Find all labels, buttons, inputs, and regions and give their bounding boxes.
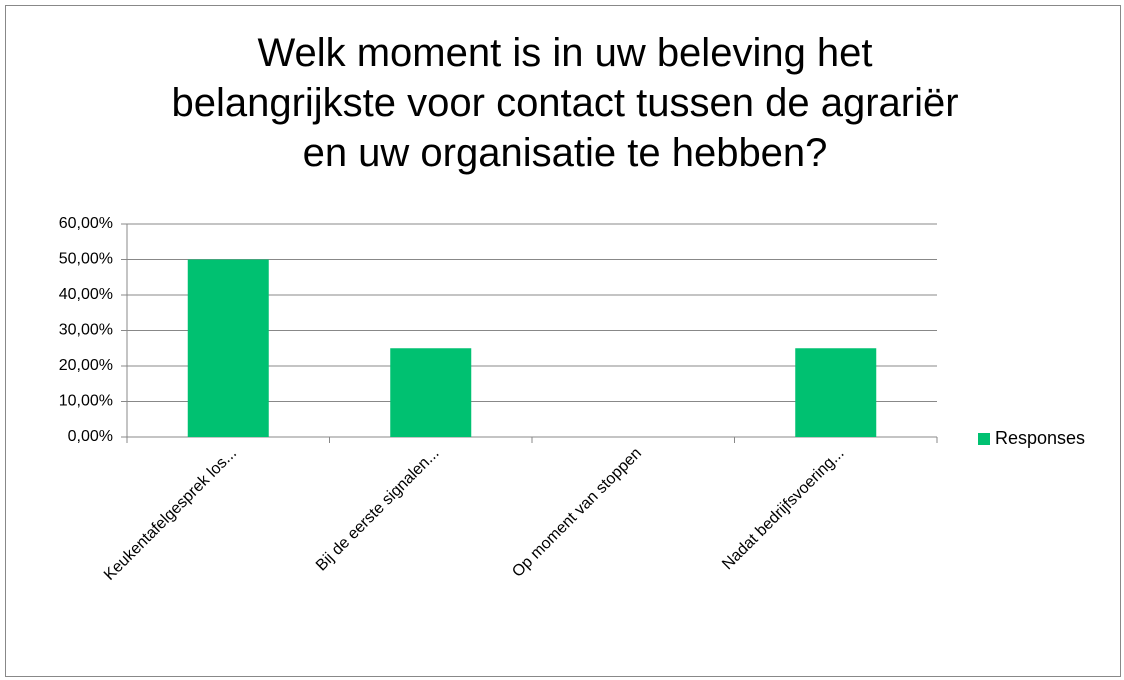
legend-swatch xyxy=(978,433,990,445)
y-tick-label: 60,00% xyxy=(59,215,113,232)
y-tick-label: 0,00% xyxy=(68,428,113,445)
y-tick-label: 20,00% xyxy=(59,357,113,374)
legend-label: Responses xyxy=(995,428,1085,448)
y-tick-label: 40,00% xyxy=(59,286,113,303)
x-tick-label: Nadat bedrijfsvoering... xyxy=(719,445,847,573)
bar xyxy=(390,348,472,437)
chart-title: Welk moment is in uw beleving het belang… xyxy=(171,31,959,175)
x-tick-label: Keukentafelgesprek los... xyxy=(101,445,240,584)
chart-frame xyxy=(5,5,1121,677)
y-tick-label: 10,00% xyxy=(59,393,113,410)
x-tick-label: Op moment van stoppen xyxy=(509,445,645,581)
y-tick-label: 30,00% xyxy=(59,322,113,339)
bar xyxy=(795,348,877,437)
x-tick-label: Bij de eerste signalen... xyxy=(313,445,443,575)
y-tick-label: 50,00% xyxy=(59,251,113,268)
bar xyxy=(187,259,269,437)
